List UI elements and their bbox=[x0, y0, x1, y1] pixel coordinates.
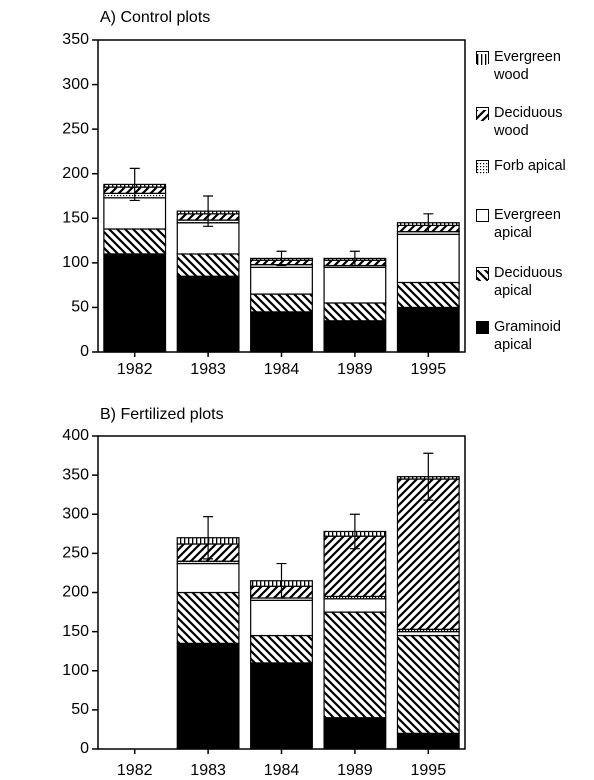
y-tick-label: 300 bbox=[62, 505, 89, 522]
bar-segment bbox=[103, 253, 167, 353]
y-tick-label: 200 bbox=[62, 584, 89, 601]
bar-segment bbox=[250, 311, 313, 353]
y-tick-label: 400 bbox=[62, 427, 89, 444]
bar-segment bbox=[396, 478, 460, 630]
bar-segment bbox=[250, 662, 313, 750]
bar-segment bbox=[323, 302, 387, 322]
legend-swatch bbox=[476, 267, 489, 281]
y-tick-label: 150 bbox=[62, 210, 89, 227]
y-tick-label: 150 bbox=[62, 623, 89, 640]
x-tick-label: 1989 bbox=[337, 361, 373, 378]
error-bar bbox=[129, 167, 140, 202]
error-bar bbox=[276, 250, 287, 267]
error-bar bbox=[349, 250, 360, 267]
legend-label: Deciduous wood bbox=[494, 105, 563, 139]
error-bar bbox=[203, 195, 214, 227]
x-tick-label: 1984 bbox=[264, 762, 300, 779]
swatch-fill bbox=[477, 110, 488, 121]
legend-swatch bbox=[476, 160, 489, 174]
legend-label: Deciduous apical bbox=[494, 265, 563, 299]
y-tick-label: 0 bbox=[80, 740, 89, 757]
swatch-fill bbox=[477, 163, 488, 174]
bar-segment bbox=[323, 598, 387, 613]
x-tick-label: 1984 bbox=[264, 361, 300, 378]
error-bar bbox=[423, 452, 434, 501]
legend-swatch bbox=[476, 107, 489, 121]
x-tick-label: 1982 bbox=[117, 361, 153, 378]
y-tick-label: 50 bbox=[71, 701, 89, 718]
bar-segment bbox=[323, 320, 387, 353]
y-tick-label: 350 bbox=[62, 31, 89, 48]
x-tick-label: 1983 bbox=[190, 361, 226, 378]
bar-segment bbox=[396, 233, 460, 284]
legend-label: Graminoid apical bbox=[494, 319, 561, 353]
y-tick-label: 200 bbox=[62, 165, 89, 182]
legend-label: Forb apical bbox=[494, 158, 566, 174]
bar-segment bbox=[250, 599, 313, 637]
x-tick-label: 1982 bbox=[117, 762, 153, 779]
legend-swatch bbox=[476, 321, 489, 334]
legend-swatch bbox=[476, 51, 489, 65]
bar-segment bbox=[103, 197, 167, 230]
bar-segment bbox=[323, 266, 387, 304]
bar-segment bbox=[323, 717, 387, 750]
error-bar bbox=[276, 562, 287, 599]
bar-segment bbox=[323, 611, 387, 719]
plot-frame bbox=[97, 435, 466, 750]
y-tick-label: 100 bbox=[62, 254, 89, 271]
y-tick-label: 250 bbox=[62, 120, 89, 137]
bar-segment bbox=[176, 642, 240, 750]
legend-label: Evergreen apical bbox=[494, 207, 561, 241]
swatch-fill bbox=[477, 270, 488, 281]
bar-segment bbox=[396, 732, 460, 750]
error-bar bbox=[203, 515, 214, 560]
y-tick-label: 350 bbox=[62, 466, 89, 483]
legend-swatch bbox=[476, 209, 489, 222]
y-tick-label: 250 bbox=[62, 545, 89, 562]
bar-segment bbox=[396, 281, 460, 309]
x-tick-label: 1995 bbox=[411, 361, 447, 378]
bar-segment bbox=[176, 591, 240, 644]
y-tick-label: 50 bbox=[71, 299, 89, 316]
bar-segment bbox=[250, 634, 313, 664]
chart-title: A) Control plots bbox=[100, 9, 210, 26]
bar-segment bbox=[396, 306, 460, 353]
bar-segment bbox=[176, 253, 240, 277]
bar-segment bbox=[250, 293, 313, 313]
error-bar bbox=[423, 213, 434, 233]
bar-segment bbox=[396, 634, 460, 734]
error-bar bbox=[349, 513, 360, 550]
y-tick-label: 0 bbox=[80, 343, 89, 360]
swatch-fill bbox=[477, 54, 488, 65]
bar-segment bbox=[250, 266, 313, 295]
legend-label: Evergreen wood bbox=[494, 49, 561, 83]
y-tick-label: 100 bbox=[62, 662, 89, 679]
bar-segment bbox=[103, 228, 167, 255]
y-tick-label: 300 bbox=[62, 76, 89, 93]
bar-segment bbox=[176, 562, 240, 594]
x-tick-label: 1989 bbox=[337, 762, 373, 779]
bar-segment bbox=[176, 275, 240, 353]
plot-frame bbox=[97, 39, 466, 353]
bar-segment bbox=[176, 222, 240, 255]
x-tick-label: 1983 bbox=[190, 762, 226, 779]
x-tick-label: 1995 bbox=[411, 762, 447, 779]
chart-title: B) Fertilized plots bbox=[100, 406, 224, 423]
